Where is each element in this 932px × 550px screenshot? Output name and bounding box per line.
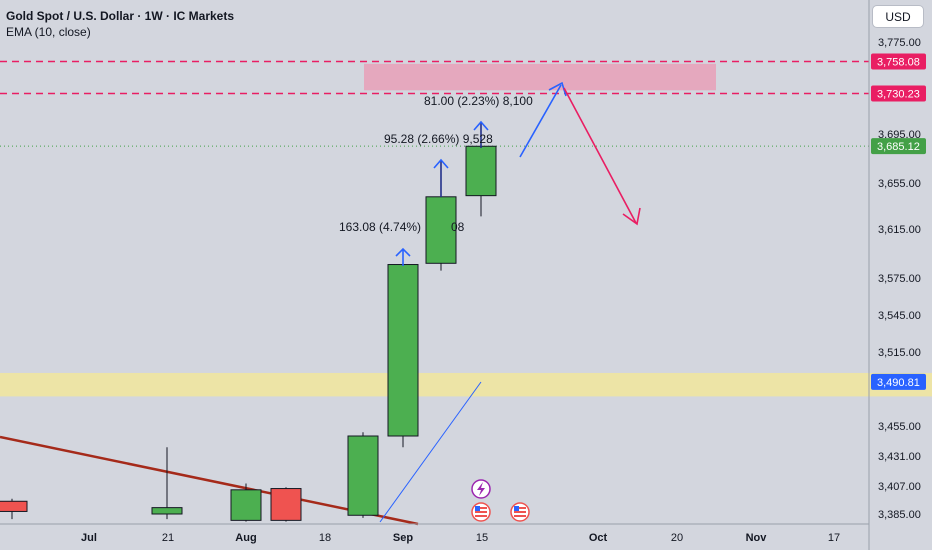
candle-body xyxy=(425,196,457,264)
price-tick-label: 3,695.00 xyxy=(878,129,921,141)
candle[interactable] xyxy=(465,137,497,217)
candle[interactable] xyxy=(270,487,302,522)
annotation-2: 95.28 (2.66%) 9,528 xyxy=(384,132,493,146)
candle[interactable] xyxy=(425,194,457,271)
price-tag: 3,685.12 xyxy=(871,138,926,155)
time-tick-label: 20 xyxy=(671,532,683,544)
candles xyxy=(0,137,497,522)
price-tag-label: 3,730.23 xyxy=(877,88,920,100)
price-tick-label: 3,655.00 xyxy=(878,178,921,190)
candle-body xyxy=(387,264,419,437)
time-tick-label: 18 xyxy=(319,532,331,544)
price-tag: 3,490.81 xyxy=(871,373,926,390)
resistance-zone xyxy=(364,63,716,91)
annotation-1: 163.08 (4.74%) 08 xyxy=(339,220,465,234)
candle[interactable] xyxy=(347,432,379,518)
up-arrow-2 xyxy=(433,158,449,197)
us-flag-event-icon[interactable] xyxy=(471,502,491,522)
support-zone xyxy=(0,372,932,397)
candle[interactable] xyxy=(387,262,419,448)
time-tick-label: Sep xyxy=(393,532,413,544)
price-axis[interactable]: 3,775.00 3,695.00 3,655.00 3,615.00 3,575.00… xyxy=(878,37,921,521)
price-tick-label: 3,385.00 xyxy=(878,509,921,521)
chart-header: Gold Spot / U.S. Dollar · 1W · IC Market… xyxy=(6,8,234,40)
price-tick-label: 3,545.00 xyxy=(878,310,921,322)
price-tag-label: 3,758.08 xyxy=(877,56,920,68)
candle[interactable] xyxy=(230,483,262,522)
price-tick-label: 3,615.00 xyxy=(878,224,921,236)
price-tag: 3,730.23 xyxy=(871,85,926,102)
price-tag-label: 3,685.12 xyxy=(877,141,920,153)
projection-up-arrow xyxy=(519,81,567,158)
price-tick-label: 3,455.00 xyxy=(878,421,921,433)
time-tick-label: Jul xyxy=(81,532,97,544)
price-tick-label: 3,431.00 xyxy=(878,451,921,463)
candle-body xyxy=(465,145,497,197)
us-flag-event-icon[interactable] xyxy=(510,502,530,522)
projection-line[interactable] xyxy=(379,381,482,523)
time-tick-label: 15 xyxy=(476,532,488,544)
candle-body xyxy=(0,500,28,512)
candle-body xyxy=(347,435,379,516)
indicator-label[interactable]: EMA (10, close) xyxy=(6,25,91,39)
lightning-event-icon[interactable] xyxy=(471,479,491,499)
price-tick-label: 3,407.00 xyxy=(878,481,921,493)
time-tick-label: 17 xyxy=(828,532,840,544)
time-tick-label: 21 xyxy=(162,532,174,544)
time-tick-label: Nov xyxy=(746,532,768,544)
symbol-title[interactable]: Gold Spot / U.S. Dollar · 1W · IC Market… xyxy=(6,9,235,23)
candle-body xyxy=(151,507,183,515)
candle[interactable] xyxy=(0,498,28,520)
up-arrow-1 xyxy=(395,247,411,266)
candle-body xyxy=(270,488,302,521)
price-tag: 3,758.08 xyxy=(871,53,926,70)
candle[interactable] xyxy=(151,447,183,520)
price-tick-label: 3,575.00 xyxy=(878,273,921,285)
time-axis[interactable]: Jul 21 Aug 18 Sep 15 Oct 20 Nov 17 xyxy=(81,532,840,544)
price-tags: 3,758.08 3,730.23 3,685.12 3,490.81 xyxy=(871,53,926,390)
price-tick-label: 3,775.00 xyxy=(878,37,921,49)
up-arrow-3 xyxy=(473,120,489,148)
currency-button[interactable]: USD xyxy=(872,5,924,28)
price-tick-label: 3,515.00 xyxy=(878,347,921,359)
time-tick-label: Aug xyxy=(235,532,256,544)
price-tag-label: 3,490.81 xyxy=(877,377,920,389)
candle-body xyxy=(230,489,262,521)
time-tick-label: Oct xyxy=(589,532,608,544)
projection-down-arrow xyxy=(563,87,641,226)
annotation-3: 81.00 (2.23%) 8,100 xyxy=(424,94,533,108)
